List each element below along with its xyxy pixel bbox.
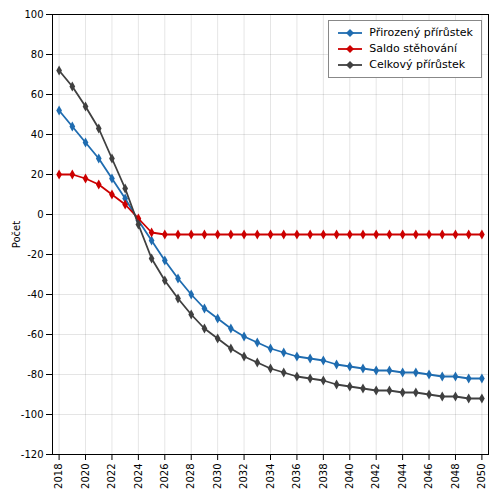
- svg-text:-80: -80: [27, 369, 43, 380]
- svg-text:-60: -60: [27, 329, 43, 340]
- svg-text:2042: 2042: [370, 464, 381, 489]
- svg-text:2032: 2032: [238, 464, 249, 489]
- svg-text:-100: -100: [21, 409, 44, 420]
- svg-text:-20: -20: [27, 249, 43, 260]
- svg-text:2030: 2030: [212, 464, 223, 489]
- svg-text:80: 80: [31, 49, 44, 60]
- svg-text:2046: 2046: [423, 464, 434, 489]
- svg-text:-40: -40: [27, 289, 43, 300]
- svg-text:2024: 2024: [133, 464, 144, 489]
- svg-text:2034: 2034: [265, 464, 276, 489]
- html-text:Celkový přírůstek: Celkový přírůstek: [369, 58, 466, 71]
- svg-text:2020: 2020: [80, 464, 91, 489]
- svg-text:2028: 2028: [185, 464, 196, 489]
- html-text:Saldo stěhování: Saldo stěhování: [369, 42, 457, 55]
- html-text:Přirozený přírůstek: Přirozený přírůstek: [369, 26, 473, 39]
- svg-text:100: 100: [24, 9, 43, 20]
- svg-text:20: 20: [31, 169, 44, 180]
- svg-text:0: 0: [37, 209, 43, 220]
- svg-text:2036: 2036: [291, 464, 302, 489]
- svg-text:-120: -120: [21, 449, 44, 460]
- svg-text:2040: 2040: [344, 464, 355, 489]
- svg-text:2044: 2044: [397, 464, 408, 489]
- svg-text:2022: 2022: [106, 464, 117, 489]
- svg-text:2038: 2038: [318, 464, 329, 489]
- svg-text:2018: 2018: [53, 464, 64, 489]
- svg-text:Počet: Počet: [11, 221, 22, 248]
- svg-text:2050: 2050: [476, 464, 487, 489]
- svg-text:60: 60: [31, 89, 44, 100]
- svg-text:2026: 2026: [159, 464, 170, 489]
- svg-text:2048: 2048: [450, 464, 461, 489]
- svg-text:40: 40: [31, 129, 44, 140]
